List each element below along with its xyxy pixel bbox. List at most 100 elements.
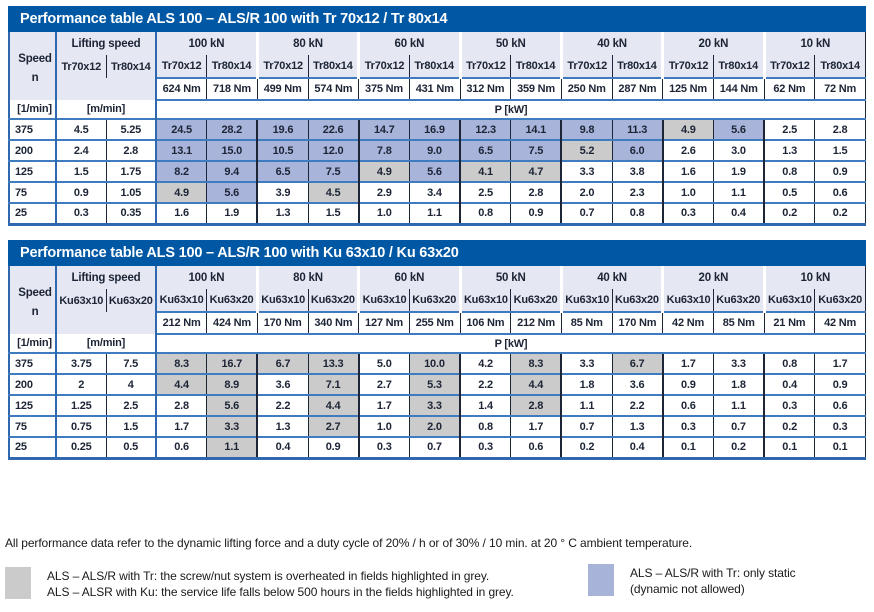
power-cell: 0.6 bbox=[814, 394, 866, 416]
power-cell: 1.6 bbox=[155, 202, 207, 224]
power-cell: 2.2 bbox=[611, 394, 663, 416]
power-cell: 0.5 bbox=[763, 181, 815, 203]
power-cell: 1.1 bbox=[408, 202, 461, 224]
performance-table-ku: Performance table ALS 100 – ALS/R 100 wi… bbox=[8, 240, 866, 460]
power-cell: 5.6 bbox=[712, 118, 765, 140]
power-cell: 6.5 bbox=[459, 139, 511, 161]
group-screw-a: Tr70x12 bbox=[559, 55, 613, 78]
torque-b: 359 Nm bbox=[510, 77, 562, 100]
lifting-value-b: 5.25 bbox=[105, 118, 156, 140]
torque-b: 718 Nm bbox=[206, 77, 258, 100]
group-screw-a: Ku63x10 bbox=[357, 289, 410, 312]
power-cell: 15.0 bbox=[206, 139, 258, 161]
lifting-value-a: 0.3 bbox=[55, 202, 106, 224]
speed-value: 375 bbox=[9, 352, 56, 374]
torque-b: 72 Nm bbox=[814, 77, 866, 100]
lifting-screw-b: Ku63x20 bbox=[105, 289, 156, 312]
power-cell: 3.3 bbox=[712, 352, 765, 374]
power-cell: 8.3 bbox=[510, 352, 562, 374]
group-screw-a: Ku63x10 bbox=[255, 289, 309, 312]
power-cell: 0.3 bbox=[661, 202, 714, 224]
load-group-header: 10 kN bbox=[762, 266, 866, 289]
group-screw-a: Ku63x10 bbox=[155, 289, 207, 312]
power-cell: 4.5 bbox=[307, 181, 359, 203]
header-row-loads: Speed n Lifting speed 100 kN 80 kN 60 kN 50 kN… bbox=[9, 266, 866, 334]
power-cell: 9.0 bbox=[408, 139, 461, 161]
data-row: 25 0.25 0.5 0.6 1.1 0.4 0.9 0.3 0.7 0.3 0.6 0.2 0.4 0… bbox=[9, 436, 866, 458]
power-cell: 12.0 bbox=[307, 139, 359, 161]
lifting-value-b: 2.8 bbox=[105, 139, 156, 161]
power-cell: 11.3 bbox=[611, 118, 663, 140]
header-row-loads: Speed n Lifting speed 100 kN 80 kN 60 kN 50 kN… bbox=[9, 32, 866, 100]
power-cell: 2.0 bbox=[408, 415, 461, 437]
power-cell: 14.7 bbox=[357, 118, 410, 140]
data-row: 200 2.4 2.8 13.1 15.0 10.5 12.0 7.8 9.0 6.5 7.5 5.2… bbox=[9, 139, 866, 161]
power-cell: 8.3 bbox=[155, 352, 207, 374]
header-row-screws: Tr70x12 Tr80x14 Tr70x12 Tr80x14 Tr70x12 Tr80x… bbox=[9, 55, 866, 78]
power-cell: 4.7 bbox=[510, 160, 562, 182]
power-cell: 0.4 bbox=[256, 436, 309, 458]
header-row-units: [1/min] [m/min] P [kW] bbox=[9, 99, 866, 119]
power-cell: 1.3 bbox=[763, 139, 815, 161]
header-row-torques: 212 Nm 424 Nm 170 Nm 340 Nm 127 Nm 255 Nm 106 … bbox=[9, 311, 866, 334]
power-cell: 1.0 bbox=[357, 415, 410, 437]
lifting-speed-spacer bbox=[55, 312, 156, 334]
power-cell: 1.4 bbox=[459, 394, 511, 416]
load-group-header: 60 kN bbox=[357, 32, 461, 55]
load-group-header: 80 kN bbox=[255, 266, 359, 289]
power-cell: 8.9 bbox=[206, 373, 258, 395]
power-cell: 2.5 bbox=[459, 181, 511, 203]
footnote-text: All performance data refer to the dynami… bbox=[5, 536, 693, 550]
power-cell: 4.9 bbox=[661, 118, 714, 140]
power-unit-label: P [kW] bbox=[155, 99, 866, 119]
torque-b: 85 Nm bbox=[712, 311, 765, 334]
power-cell: 9.8 bbox=[560, 118, 613, 140]
power-cell: 3.0 bbox=[712, 139, 765, 161]
speed-value: 125 bbox=[9, 394, 56, 416]
header-row-units: [1/min] [m/min] P [kW] bbox=[9, 333, 866, 353]
power-cell: 4.1 bbox=[459, 160, 511, 182]
speed-value: 125 bbox=[9, 160, 56, 182]
power-cell: 0.3 bbox=[661, 415, 714, 437]
lifting-value-a: 4.5 bbox=[55, 118, 106, 140]
torque-b: 574 Nm bbox=[307, 77, 359, 100]
power-cell: 6.0 bbox=[611, 139, 663, 161]
group-screw-a: Tr70x12 bbox=[762, 55, 815, 78]
speed-unit: [1/min] bbox=[9, 100, 56, 119]
power-cell: 1.3 bbox=[256, 202, 309, 224]
load-group-header: 100 kN bbox=[154, 32, 258, 55]
power-cell: 0.3 bbox=[357, 436, 410, 458]
speed-label: Speed bbox=[18, 286, 52, 299]
power-cell: 4.2 bbox=[459, 352, 511, 374]
power-cell: 1.9 bbox=[712, 160, 765, 182]
power-cell: 2.8 bbox=[814, 118, 866, 140]
torque-a: 21 Nm bbox=[763, 311, 815, 334]
lifting-value-a: 2 bbox=[55, 373, 106, 395]
power-cell: 2.5 bbox=[763, 118, 815, 140]
power-cell: 8.2 bbox=[155, 160, 207, 182]
power-cell: 0.2 bbox=[763, 415, 815, 437]
torque-a: 250 Nm bbox=[560, 77, 613, 100]
power-cell: 19.6 bbox=[256, 118, 309, 140]
power-cell: 6.7 bbox=[256, 352, 309, 374]
power-cell: 3.4 bbox=[408, 181, 461, 203]
torque-a: 312 Nm bbox=[459, 77, 511, 100]
performance-grid: Speed n Lifting speed 100 kN 80 kN 60 kN 50 kN… bbox=[8, 266, 866, 460]
speed-value: 375 bbox=[9, 118, 56, 140]
power-cell: 1.8 bbox=[560, 373, 613, 395]
power-cell: 0.1 bbox=[814, 436, 866, 458]
lifting-value-a: 3.75 bbox=[55, 352, 106, 374]
torque-b: 170 Nm bbox=[611, 311, 663, 334]
power-cell: 3.3 bbox=[408, 394, 461, 416]
torque-a: 375 Nm bbox=[358, 77, 410, 100]
lifting-value-a: 2.4 bbox=[55, 139, 106, 161]
speed-column-header: Speed n bbox=[9, 266, 56, 334]
lifting-value-a: 0.25 bbox=[55, 436, 106, 458]
power-cell: 1.1 bbox=[560, 394, 613, 416]
torque-a: 624 Nm bbox=[155, 77, 207, 100]
torque-b: 212 Nm bbox=[510, 311, 562, 334]
data-row: 125 1.5 1.75 8.2 9.4 6.5 7.5 4.9 5.6 4.1 4.7 3.3 3.8… bbox=[9, 160, 866, 182]
group-screw-a: Tr70x12 bbox=[255, 55, 309, 78]
lifting-unit: [m/min] bbox=[55, 100, 156, 119]
